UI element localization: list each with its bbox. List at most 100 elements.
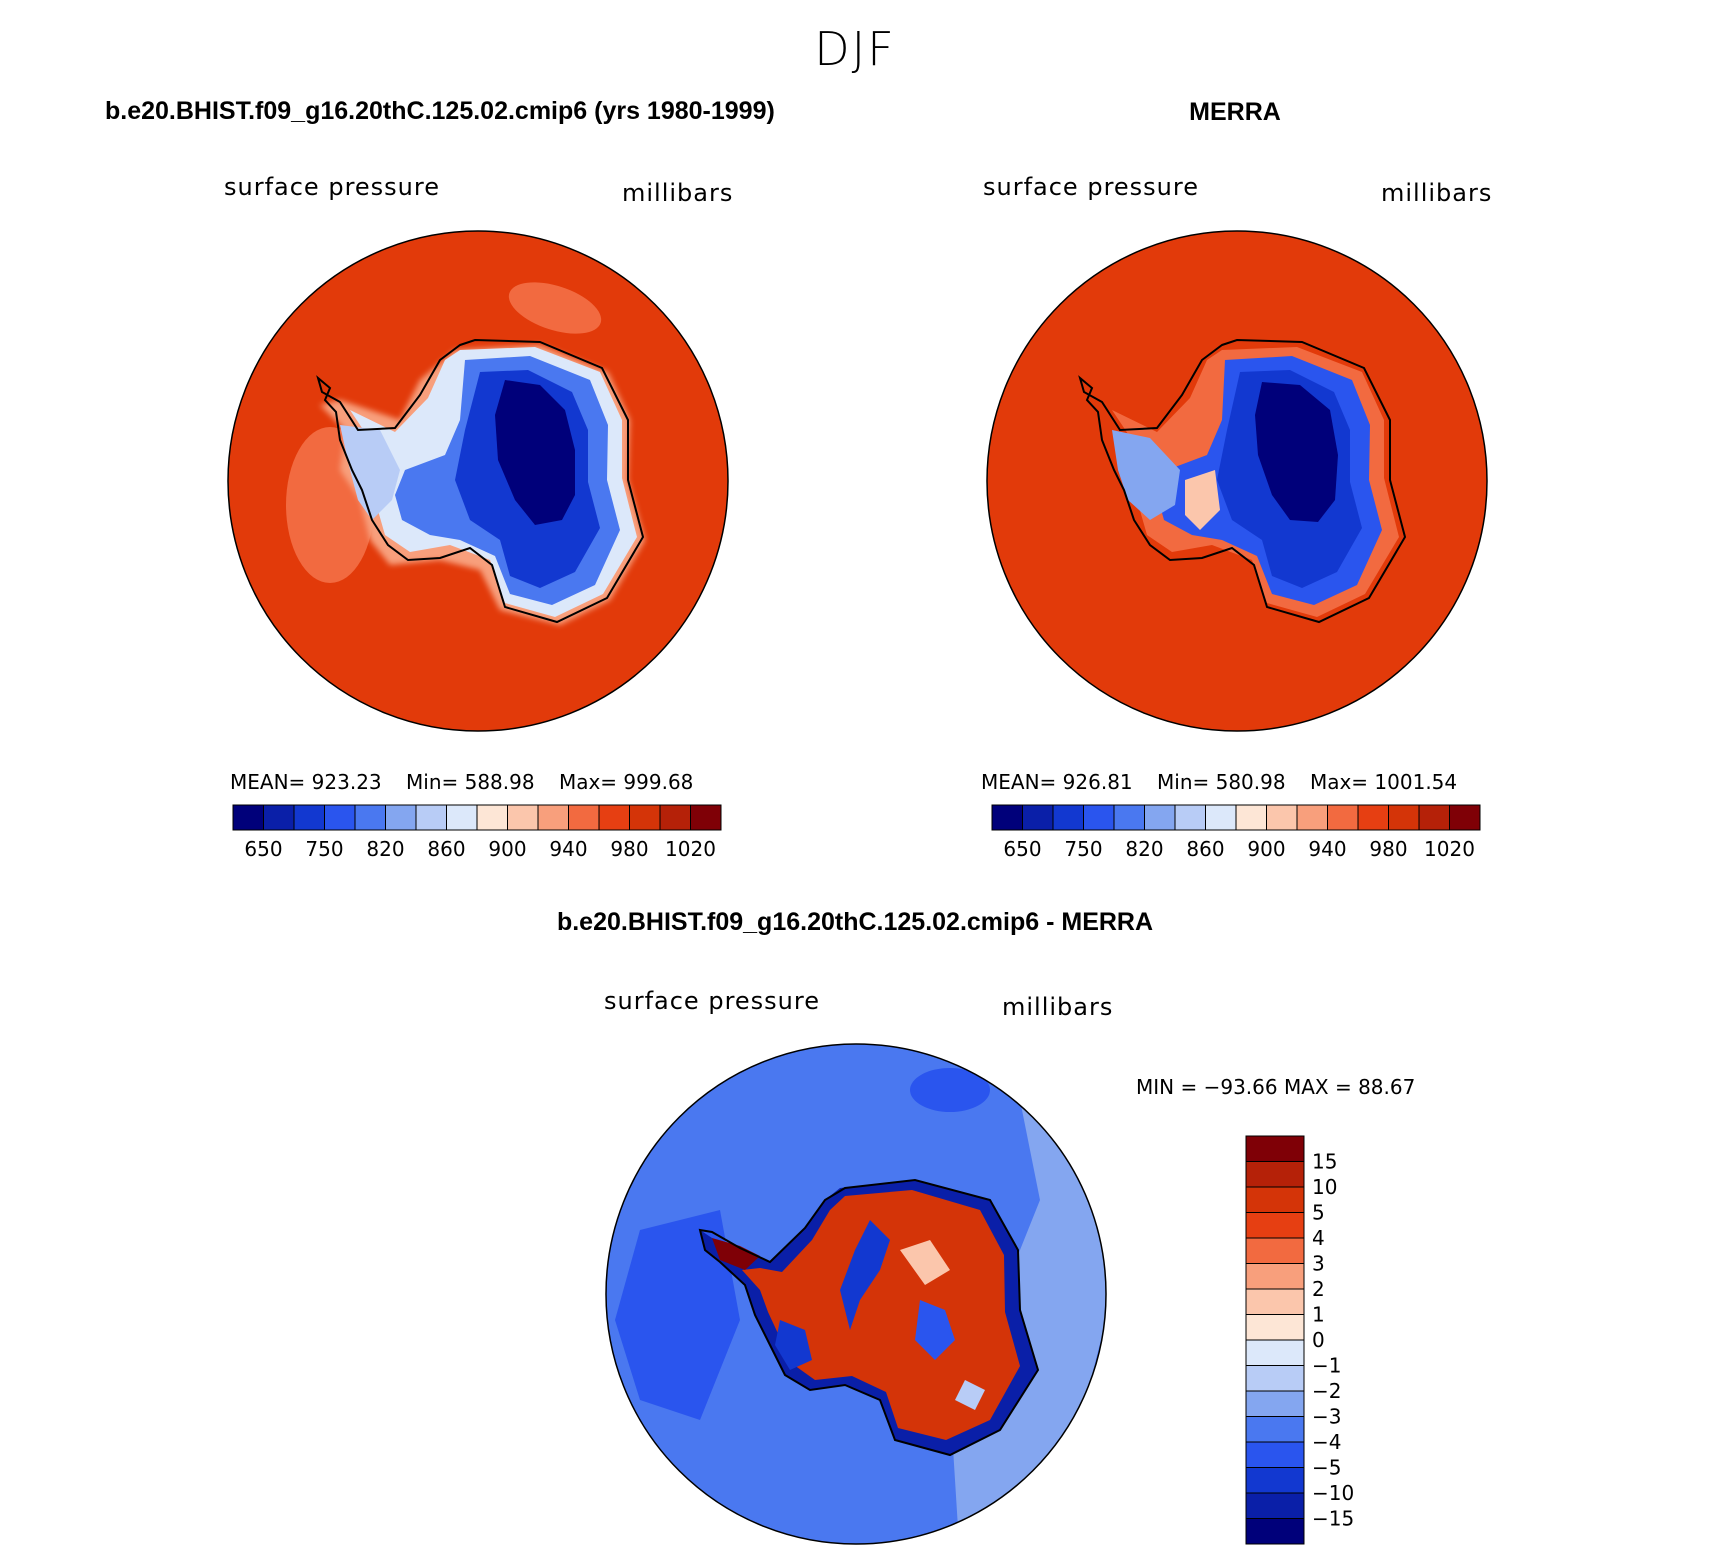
left-min-label: Min= [406, 770, 459, 794]
left-max-label: Max= [558, 770, 618, 794]
left-colorbar-tick-label: 750 [305, 837, 343, 861]
diff-colorbar-tick-label: −2 [1312, 1379, 1341, 1403]
right-colorbar-tick-label: 900 [1247, 837, 1285, 861]
right-panel-title: MERRA [1189, 98, 1281, 126]
left-colorbar-box [568, 804, 600, 831]
diff-colorbar-box [1245, 1365, 1305, 1392]
diff-variable-label: surface pressure [604, 987, 820, 1015]
left-colorbar-box [629, 804, 661, 831]
left-max-value: 999.68 [623, 770, 694, 794]
diff-minmax: MIN = −93.66 MAX = 88.67 [1136, 1075, 1416, 1099]
diff-map-feature [955, 1380, 985, 1410]
diff-units-label: millibars [1002, 993, 1114, 1021]
right-colorbar-box [1144, 804, 1176, 831]
left-colorbar-tick-label: 1020 [665, 837, 716, 861]
left-min-value: 588.98 [464, 770, 535, 794]
right-colorbar-box [1266, 804, 1298, 831]
left-colorbar-box [446, 804, 478, 831]
right-colorbar-tick-label: 650 [1003, 837, 1041, 861]
diff-colorbar-box [1245, 1518, 1305, 1545]
right-min-label: Min= [1157, 770, 1210, 794]
diff-colorbar-tick-label: 5 [1312, 1201, 1325, 1225]
right-stats: MEAN= 926.81 Min= 580.98 Max= 1001.54 [981, 770, 1457, 794]
diff-colorbar-box [1245, 1288, 1305, 1315]
diff-map-feature [712, 1238, 760, 1270]
diff-map-coastline [698, 1178, 1040, 1457]
diff-colorbar-box [1245, 1441, 1305, 1468]
left-colorbar-box [324, 804, 356, 831]
right-colorbar-tick-label: 1020 [1424, 837, 1475, 861]
left-colorbar-tick-label: 980 [610, 837, 648, 861]
diff-colorbar-box [1245, 1314, 1305, 1341]
left-colorbar-tick-label: 900 [488, 837, 526, 861]
right-map-feature [1255, 382, 1338, 522]
right-colorbar-tick-label: 820 [1125, 837, 1163, 861]
right-colorbar-tick-label: 940 [1308, 837, 1346, 861]
right-colorbar-box [1083, 804, 1115, 831]
right-map-coastline [1078, 338, 1407, 624]
right-colorbar-box [1449, 804, 1481, 831]
left-colorbar-tick-label: 820 [366, 837, 404, 861]
right-map [986, 230, 1488, 732]
left-map-feature [508, 282, 602, 334]
left-panel-title: b.e20.BHIST.f09_g16.20thC.125.02.cmip6 (… [105, 97, 775, 125]
left-map-feature [340, 425, 400, 520]
left-colorbar-box [507, 804, 539, 831]
diff-colorbar-tick-label: −4 [1312, 1430, 1341, 1454]
diff-colorbar-tick-label: −10 [1312, 1481, 1354, 1505]
left-variable-label: surface pressure [224, 173, 440, 201]
left-colorbar-box [293, 804, 325, 831]
right-max-label: Max= [1309, 770, 1369, 794]
diff-map-feature [910, 1068, 990, 1112]
left-map [227, 230, 729, 732]
right-mean-label: MEAN= [981, 770, 1057, 794]
diff-colorbar-box [1245, 1161, 1305, 1188]
left-colorbar-tick-label: 650 [244, 837, 282, 861]
right-variable-label: surface pressure [983, 173, 1199, 201]
season-title: DJF [814, 22, 896, 76]
left-stats: MEAN= 923.23 Min= 588.98 Max= 999.68 [230, 770, 693, 794]
diff-colorbar-tick-label: 10 [1312, 1175, 1337, 1199]
left-colorbar-box [476, 804, 508, 831]
diff-colorbar-tick-label: 1 [1312, 1303, 1325, 1327]
right-colorbar-box [1113, 804, 1145, 831]
diff-map-border [605, 1043, 1107, 1545]
diff-colorbar-tick-label: −1 [1312, 1354, 1341, 1378]
left-colorbar-box [537, 804, 569, 831]
right-colorbar-box [1235, 804, 1267, 831]
right-units-label: millibars [1381, 179, 1493, 207]
diff-colorbar-tick-label: 4 [1312, 1226, 1325, 1250]
left-colorbar: 650 750 820 860 900 940 980 1020 [232, 804, 722, 861]
right-map-border [986, 230, 1488, 732]
diff-colorbar-box [1245, 1212, 1305, 1239]
diff-colorbar-tick-label: 3 [1312, 1252, 1325, 1276]
right-colorbar-tick-label: 980 [1369, 837, 1407, 861]
diff-colorbar-tick-label: −3 [1312, 1405, 1341, 1429]
right-colorbar-box [1327, 804, 1359, 831]
right-mean-value: 926.81 [1062, 770, 1133, 794]
diff-panel-title: b.e20.BHIST.f09_g16.20thC.125.02.cmip6 -… [556, 908, 1154, 936]
diff-map [605, 1043, 1107, 1545]
left-map-feature [495, 380, 575, 525]
right-colorbar-box [1388, 804, 1420, 831]
left-mean-value: 923.23 [311, 770, 382, 794]
left-colorbar-box [598, 804, 630, 831]
left-colorbar-box [690, 804, 722, 831]
left-colorbar-tick-label: 940 [549, 837, 587, 861]
left-colorbar-box [354, 804, 386, 831]
right-colorbar-box [1052, 804, 1084, 831]
right-colorbar-tick-label: 750 [1064, 837, 1102, 861]
diff-colorbar-tick-label: 0 [1312, 1328, 1325, 1352]
diff-map-feature [615, 1210, 740, 1420]
diff-colorbar-box [1245, 1263, 1305, 1290]
left-map-border [227, 230, 729, 732]
right-colorbar-box [1022, 804, 1054, 831]
left-units-label: millibars [622, 179, 734, 207]
diff-colorbar-tick-label: −15 [1312, 1507, 1354, 1531]
diff-map-feature [900, 1240, 950, 1285]
left-colorbar-box [659, 804, 691, 831]
left-colorbar-box [385, 804, 417, 831]
left-colorbar-box [263, 804, 295, 831]
